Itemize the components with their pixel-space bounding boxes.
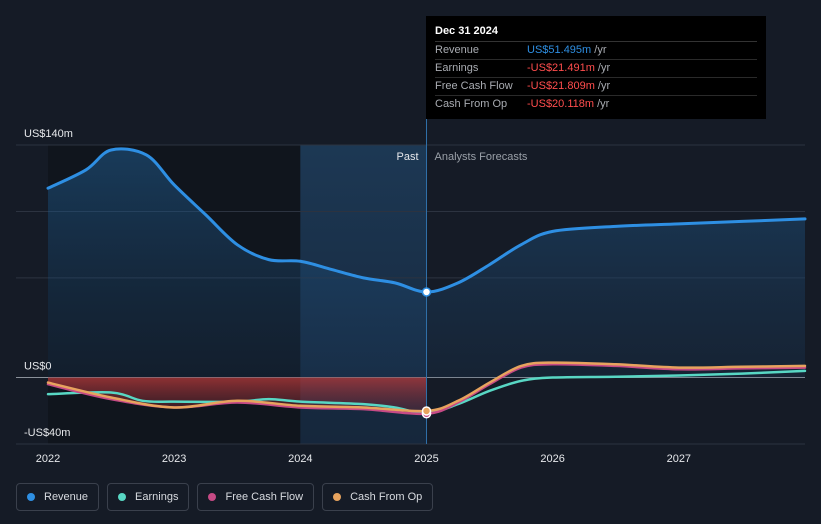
tooltip-unit: /yr [591, 44, 607, 56]
x-tick-label: 2024 [288, 453, 312, 465]
x-tick-label: 2023 [162, 453, 186, 465]
revenue-area [48, 148, 805, 378]
x-tick-label: 2026 [540, 453, 564, 465]
legend-dot-icon [208, 493, 217, 501]
tooltip-date: Dec 31 2024 [435, 24, 757, 42]
tooltip-label: Revenue [435, 44, 480, 56]
series-line-cash-from-op [46, 361, 807, 413]
tooltip-value: -US$21.809m [527, 80, 595, 92]
legend-label: Cash From Op [350, 491, 423, 503]
tooltip-label: Cash From Op [435, 98, 508, 110]
x-tick-label: 2022 [36, 453, 60, 465]
tooltip-unit: /yr [594, 80, 611, 92]
x-tick-label: 2025 [414, 453, 438, 465]
tooltip-row-free-cash-flow: Free Cash Flow -US$21.809m /yr [435, 78, 757, 96]
legend-label: Earnings [135, 491, 179, 503]
y-axis-label: US$0 [24, 361, 52, 373]
marker-cash-from-op [421, 406, 432, 416]
forecast-label: Analysts Forecasts [435, 151, 528, 163]
tooltip-row-revenue: Revenue US$51.495m /yr [435, 42, 757, 60]
tooltip-value: US$51.495m [527, 44, 592, 56]
chart-legend: Revenue Earnings Free Cash Flow Cash Fro… [16, 483, 434, 511]
y-axis-label: -US$40m [24, 427, 70, 439]
tooltip-row-earnings: Earnings -US$21.491m /yr [435, 60, 757, 78]
tooltip-unit: /yr [594, 62, 611, 74]
legend-item-cash-from-op[interactable]: Cash From Op [322, 483, 434, 511]
tooltip-unit: /yr [594, 98, 610, 110]
legend-item-free-cash-flow[interactable]: Free Cash Flow [197, 483, 315, 511]
tooltip-row-cash-from-op: Cash From Op -US$20.118m /yr [435, 96, 757, 113]
legend-dot-icon [27, 493, 35, 501]
tooltip-value: -US$21.491m [527, 62, 595, 74]
data-tooltip: Dec 31 2024 Revenue US$51.495m /yr Earnin… [426, 16, 766, 119]
y-axis-label: US$140m [24, 128, 73, 140]
legend-item-revenue[interactable]: Revenue [16, 483, 100, 511]
legend-dot-icon [118, 493, 127, 501]
tooltip-value: -US$20.118m [527, 98, 595, 110]
x-tick-label: 2027 [667, 453, 691, 465]
tooltip-label: Free Cash Flow [435, 80, 513, 92]
marker-revenue [421, 287, 432, 297]
legend-label: Free Cash Flow [225, 491, 304, 503]
legend-dot-icon [333, 493, 342, 501]
tooltip-label: Earnings [435, 62, 479, 74]
legend-label: Revenue [44, 491, 89, 503]
past-label: Past [396, 151, 418, 163]
legend-item-earnings[interactable]: Earnings [107, 483, 190, 511]
series-line-revenue [46, 147, 807, 294]
